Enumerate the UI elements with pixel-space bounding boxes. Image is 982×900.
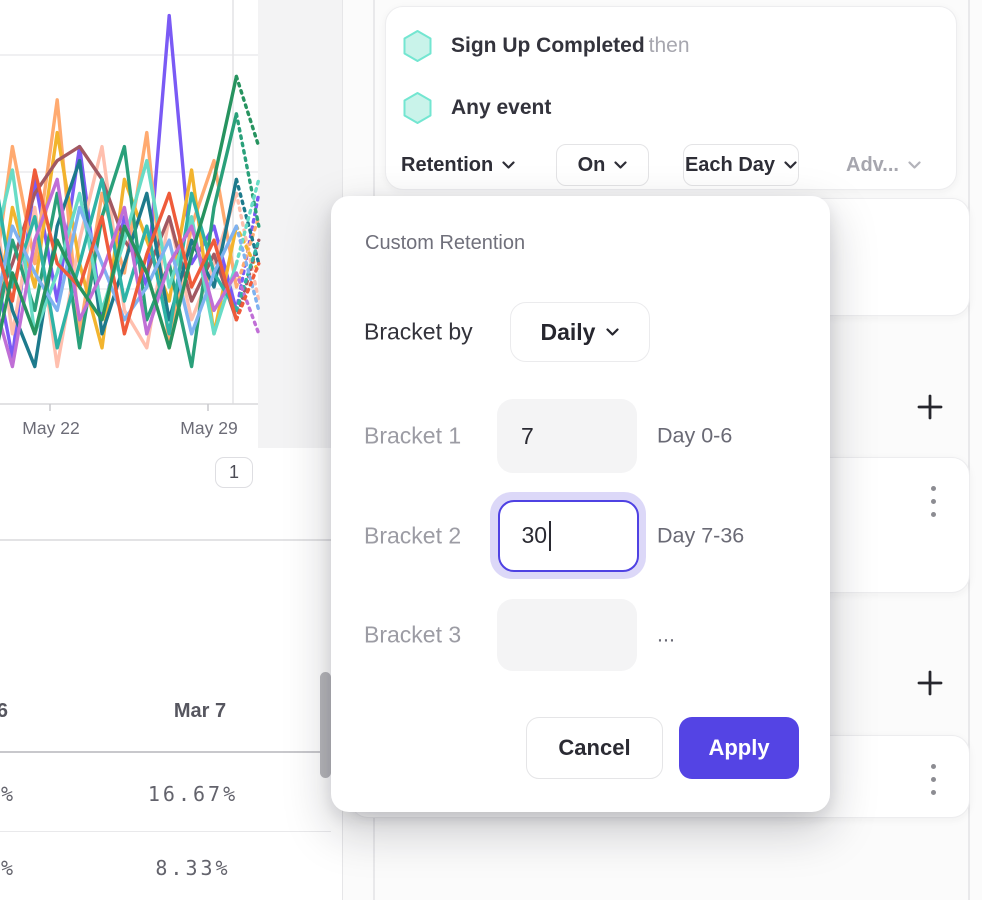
retention-line-projection-cohort-10 bbox=[234, 224, 261, 313]
event-name: Sign Up Completed bbox=[451, 34, 645, 57]
event-name: Any event bbox=[451, 96, 552, 119]
retention-line-projection-cohort-9 bbox=[234, 238, 261, 313]
bracket-row-3: Bracket 3 ... bbox=[331, 599, 830, 671]
add-section-button[interactable] bbox=[916, 393, 944, 421]
custom-retention-modal: Custom Retention Bracket by Daily Bracke… bbox=[331, 196, 830, 812]
apply-button[interactable]: Apply bbox=[679, 717, 799, 779]
right-edge-line bbox=[968, 0, 970, 900]
retention-line-projection-cohort-7 bbox=[234, 112, 261, 228]
event-hexagon-icon bbox=[403, 30, 432, 62]
x-axis-tick-label: May 29 bbox=[180, 418, 238, 438]
retention-line-chart bbox=[0, 0, 261, 411]
text-cursor bbox=[549, 520, 551, 551]
bracket-3-range: ... bbox=[657, 622, 675, 647]
plus-icon bbox=[917, 670, 943, 696]
chart-axis bbox=[0, 403, 258, 411]
interval-dropdown-label: Each Day bbox=[684, 153, 776, 176]
add-section-button[interactable] bbox=[916, 669, 944, 697]
on-dropdown-label: On bbox=[577, 153, 606, 176]
table-column-header: Mar 7 bbox=[173, 700, 227, 722]
bracket-row-1: Bracket 1 7 Day 0-6 bbox=[331, 399, 830, 473]
plus-icon bbox=[917, 394, 943, 420]
more-options-kebab-icon[interactable] bbox=[931, 486, 936, 517]
bracket-by-label: Bracket by bbox=[364, 318, 473, 345]
retention-line-projection-cohort-12 bbox=[234, 261, 261, 322]
measure-dropdown[interactable]: Retention bbox=[401, 144, 515, 186]
event-suffix: then bbox=[648, 34, 690, 57]
bracket-interval-dropdown[interactable]: Daily bbox=[510, 302, 650, 362]
table-column-header-clipped: 6 bbox=[0, 700, 8, 723]
advanced-dropdown-label: Adv... bbox=[846, 153, 899, 176]
table-cell-clipped: % bbox=[0, 856, 13, 880]
chevron-down-icon bbox=[502, 161, 515, 169]
query-step-row[interactable]: Any event bbox=[402, 91, 551, 125]
modal-footer: Cancel Apply bbox=[331, 717, 830, 779]
bracket-1-label: Bracket 1 bbox=[364, 422, 462, 449]
retention-line-cohort-4 bbox=[0, 130, 239, 350]
report-left-panel: May 22 May 29 1 6 Mar 7 % 16.67% % 8.33% bbox=[0, 0, 343, 900]
bracket-3-input[interactable] bbox=[497, 599, 637, 671]
x-axis-tick-label: May 22 bbox=[22, 418, 80, 438]
event-hexagon-icon bbox=[403, 92, 432, 124]
modal-title: Custom Retention bbox=[365, 232, 526, 254]
retention-line-cohort-6 bbox=[0, 158, 239, 369]
bracket-by-row: Bracket by Daily bbox=[331, 302, 830, 362]
bracket-2-range: Day 7-36 bbox=[657, 523, 745, 547]
table-cell-clipped: % bbox=[0, 782, 13, 806]
more-options-kebab-icon[interactable] bbox=[931, 764, 936, 795]
query-step-row[interactable]: Sign Up Completed then bbox=[402, 29, 690, 63]
bracket-1-value: 7 bbox=[521, 422, 534, 449]
table-cell: 8.33% bbox=[155, 856, 231, 880]
query-builder-card: Sign Up Completed then Any event Retentio… bbox=[385, 6, 957, 190]
bracket-1-input[interactable]: 7 bbox=[497, 399, 637, 473]
bracket-2-value: 30 bbox=[521, 522, 548, 548]
on-dropdown[interactable]: On bbox=[556, 144, 649, 186]
table-header-border bbox=[0, 751, 331, 753]
cancel-button[interactable]: Cancel bbox=[526, 717, 663, 779]
measure-dropdown-label: Retention bbox=[401, 153, 494, 176]
focused-input-halo: 30 bbox=[490, 492, 646, 579]
chevron-down-icon bbox=[606, 328, 620, 336]
section-divider bbox=[0, 539, 342, 541]
bracket-2-label: Bracket 2 bbox=[364, 522, 462, 548]
chevron-down-icon bbox=[784, 161, 797, 169]
bracket-3-label: Bracket 3 bbox=[364, 621, 462, 648]
chart-right-gutter bbox=[258, 0, 342, 448]
retention-line-cohort-5 bbox=[0, 144, 239, 321]
table-cell: 16.67% bbox=[147, 782, 239, 806]
retention-line-projection-cohort-11 bbox=[234, 271, 261, 336]
retention-line-cohort-13 bbox=[0, 76, 239, 350]
bracket-2-input[interactable]: 30 bbox=[497, 499, 639, 572]
chevron-down-icon bbox=[614, 161, 627, 169]
retention-line-projection-cohort-8 bbox=[234, 177, 261, 266]
interval-dropdown[interactable]: Each Day bbox=[683, 144, 799, 186]
retention-line-projection-cohort-13 bbox=[234, 74, 261, 149]
chart-series-lines bbox=[0, 13, 261, 369]
bracket-interval-value: Daily bbox=[540, 318, 596, 345]
table-row-border bbox=[0, 831, 331, 832]
vertical-scrollbar-thumb[interactable] bbox=[320, 672, 331, 778]
pagination-page-button[interactable]: 1 bbox=[215, 457, 253, 488]
advanced-dropdown[interactable]: Adv... bbox=[846, 144, 921, 186]
bracket-row-2: Bracket 2 30 Day 7-36 bbox=[331, 492, 830, 579]
bracket-1-range: Day 0-6 bbox=[657, 423, 733, 448]
chevron-down-icon bbox=[908, 161, 921, 169]
